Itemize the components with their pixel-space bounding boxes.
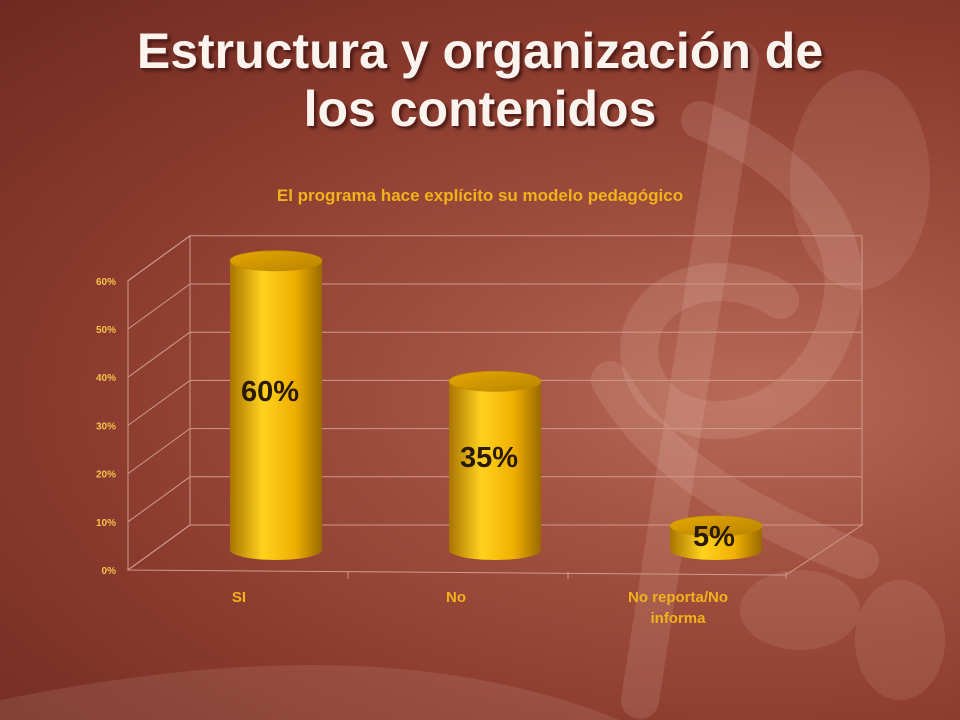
- gridline-diagonal: [127, 428, 191, 475]
- gridline-diagonal: [127, 331, 191, 378]
- gridline-diagonal: [127, 283, 191, 330]
- gridline-diagonal: [127, 476, 191, 523]
- slide-title-line-1: Estructura y organización de: [136, 23, 824, 79]
- category-label-line: SI: [232, 589, 246, 606]
- slide-title: Estructura y organización de los conteni…: [0, 22, 960, 138]
- category-label-line: No: [446, 589, 466, 606]
- category-label-line: informa: [650, 610, 706, 627]
- y-tick-label: 60%: [96, 277, 116, 288]
- category-label-line: No reporta/No: [628, 589, 728, 606]
- gridline-diagonal: [127, 235, 191, 282]
- data-label: 35%: [460, 442, 518, 474]
- bar-1: 60%: [229, 250, 323, 560]
- y-tick-label: 50%: [96, 325, 116, 336]
- y-tick-label: 30%: [96, 421, 116, 432]
- gridline-diagonal: [127, 524, 191, 571]
- y-tick-label: 10%: [96, 518, 116, 529]
- y-tick-label: 0%: [102, 566, 117, 577]
- y-tick-label: 40%: [96, 373, 116, 384]
- bar-top: [448, 370, 542, 392]
- y-tick-label: 20%: [96, 470, 116, 481]
- bar-top: [669, 515, 763, 537]
- category-label: No: [446, 589, 466, 606]
- bar-3: 5%: [669, 515, 763, 560]
- data-label: 5%: [693, 521, 735, 553]
- data-label: 60%: [241, 376, 299, 408]
- bar-body: [449, 381, 541, 560]
- category-label: No reporta/No informa: [628, 589, 728, 627]
- bar-body: [230, 260, 322, 560]
- slide-title-line-2: los contenidos: [303, 81, 657, 137]
- bar-chart: El programa hace explícito su modelo ped…: [96, 186, 864, 627]
- bar-2: 35%: [448, 370, 542, 560]
- bar-top: [229, 250, 323, 272]
- chart-title: El programa hace explícito su modelo ped…: [277, 186, 683, 205]
- gridline-diagonal: [127, 379, 191, 426]
- category-label: SI: [232, 589, 246, 606]
